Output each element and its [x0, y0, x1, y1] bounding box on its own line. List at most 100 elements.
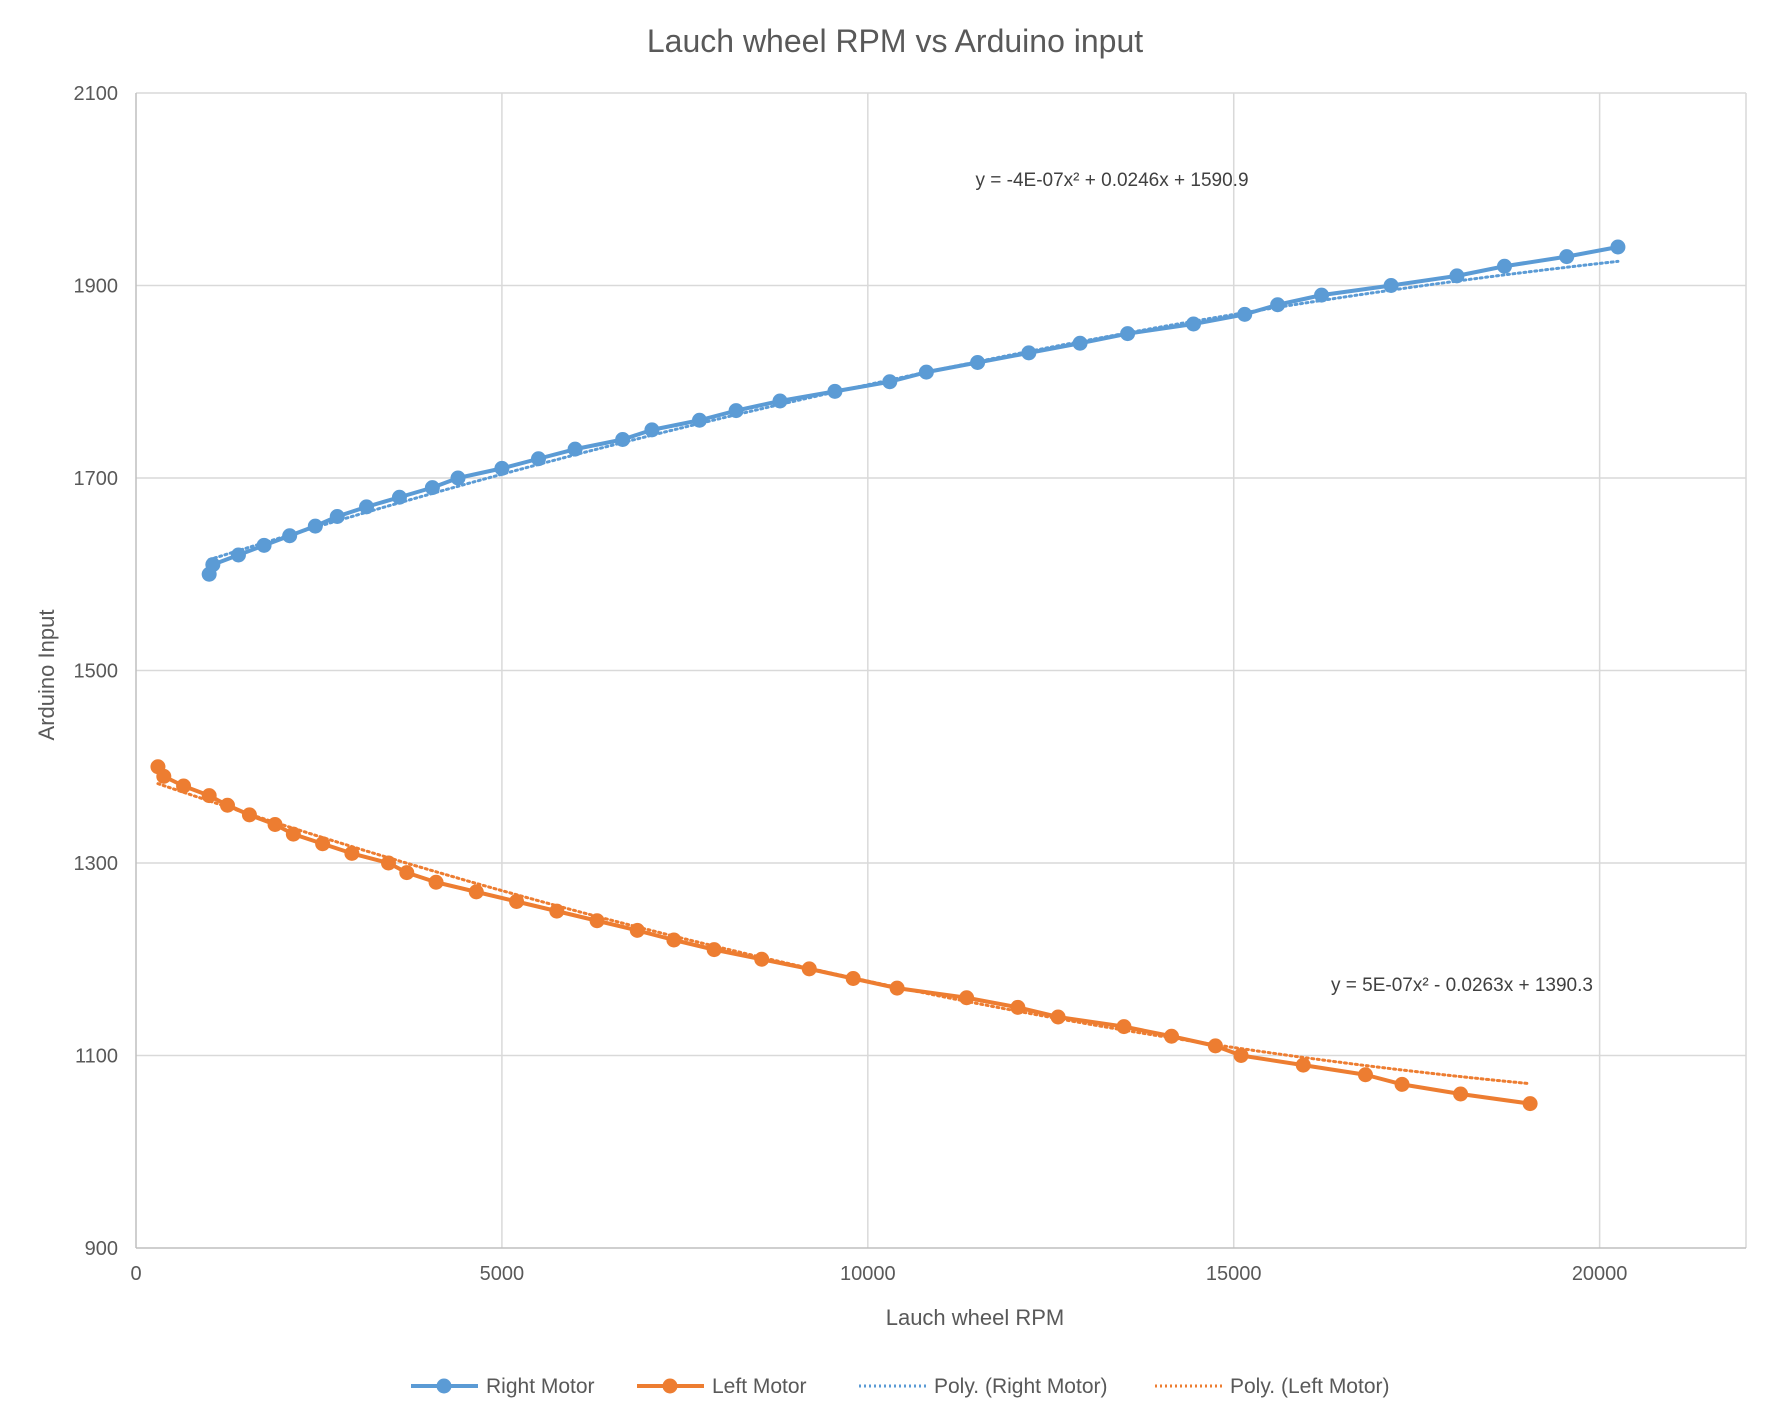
- data-point-right-motor[interactable]: [772, 393, 788, 409]
- data-point-right-motor[interactable]: [1559, 249, 1575, 265]
- data-point-left-motor[interactable]: [315, 836, 331, 852]
- data-point-left-motor[interactable]: [399, 865, 415, 881]
- legend-item-poly-left-motor[interactable]: Poly. (Left Motor): [1155, 1375, 1390, 1398]
- data-point-left-motor[interactable]: [285, 826, 301, 842]
- data-point-left-motor[interactable]: [1207, 1038, 1223, 1054]
- legend-item-right-motor[interactable]: Right Motor: [411, 1375, 595, 1398]
- data-point-right-motor[interactable]: [1021, 345, 1037, 361]
- data-point-right-motor[interactable]: [1270, 297, 1286, 313]
- data-point-left-motor[interactable]: [629, 922, 645, 938]
- y-tick-label: 900: [85, 1238, 118, 1260]
- data-point-right-motor[interactable]: [391, 489, 407, 505]
- data-point-left-motor[interactable]: [156, 768, 172, 784]
- x-tick-label: 5000: [480, 1263, 525, 1285]
- data-point-right-motor[interactable]: [615, 432, 631, 447]
- legend-label-poly-left-motor: Poly. (Left Motor): [1230, 1375, 1390, 1398]
- data-point-right-motor[interactable]: [918, 364, 934, 380]
- data-point-right-motor[interactable]: [1072, 335, 1088, 351]
- x-tick-label: 0: [130, 1263, 141, 1285]
- data-point-right-motor[interactable]: [1497, 258, 1512, 274]
- data-point-right-motor[interactable]: [1185, 316, 1201, 332]
- legend-label-right-motor: Right Motor: [486, 1375, 595, 1398]
- data-point-left-motor[interactable]: [589, 913, 605, 929]
- chart-title: Lauch wheel RPM vs Arduino input: [647, 23, 1143, 59]
- data-point-left-motor[interactable]: [666, 932, 682, 948]
- y-tick-label: 1100: [75, 1046, 118, 1068]
- data-point-right-motor[interactable]: [1449, 268, 1465, 284]
- y-tick-label: 1300: [74, 853, 119, 875]
- data-point-right-motor[interactable]: [450, 470, 466, 486]
- data-point-right-motor[interactable]: [329, 509, 345, 524]
- y-tick-label: 2100: [74, 83, 119, 105]
- legend-label-poly-right-motor: Poly. (Right Motor): [934, 1375, 1108, 1398]
- data-point-left-motor[interactable]: [959, 990, 975, 1006]
- data-point-right-motor[interactable]: [1383, 278, 1399, 293]
- series: [150, 239, 1626, 1112]
- data-point-left-motor[interactable]: [176, 778, 192, 794]
- x-tick-labels: 0 5000 10000 15000 20000: [130, 1263, 1627, 1285]
- data-point-right-motor[interactable]: [424, 480, 440, 496]
- data-point-right-motor[interactable]: [205, 557, 221, 573]
- data-point-right-motor[interactable]: [307, 518, 323, 534]
- legend-marker-left-motor: [662, 1378, 678, 1394]
- data-point-right-motor[interactable]: [644, 422, 660, 438]
- data-point-right-motor[interactable]: [494, 460, 510, 476]
- data-point-left-motor[interactable]: [380, 855, 396, 871]
- series-right-motor: [201, 239, 1626, 582]
- data-point-right-motor[interactable]: [1314, 287, 1330, 303]
- data-point-right-motor[interactable]: [1610, 239, 1626, 255]
- data-point-right-motor[interactable]: [567, 441, 583, 457]
- data-point-right-motor[interactable]: [282, 528, 298, 544]
- data-point-left-motor[interactable]: [1164, 1028, 1180, 1044]
- data-point-left-motor[interactable]: [754, 951, 770, 967]
- data-point-left-motor[interactable]: [344, 845, 360, 861]
- data-point-left-motor[interactable]: [1116, 1019, 1132, 1035]
- data-point-left-motor[interactable]: [706, 942, 722, 958]
- data-point-right-motor[interactable]: [359, 499, 375, 515]
- data-point-left-motor[interactable]: [201, 788, 217, 804]
- x-tick-label: 10000: [840, 1263, 896, 1285]
- data-point-right-motor[interactable]: [1120, 326, 1136, 342]
- legend-item-left-motor[interactable]: Left Motor: [637, 1375, 807, 1398]
- trendline-equation-left-motor: y = 5E-07x² - 0.0263x + 1390.3: [1331, 975, 1593, 996]
- data-point-left-motor[interactable]: [549, 903, 565, 919]
- data-point-right-motor[interactable]: [827, 383, 843, 399]
- legend-label-left-motor: Left Motor: [712, 1375, 807, 1398]
- x-tick-label: 15000: [1206, 1263, 1262, 1285]
- data-point-left-motor[interactable]: [428, 874, 444, 890]
- y-axis-title: Arduino Input: [34, 610, 59, 741]
- data-point-right-motor[interactable]: [728, 403, 744, 419]
- legend: Right Motor Left Motor Poly. (Right Moto…: [411, 1375, 1390, 1398]
- data-point-left-motor[interactable]: [267, 817, 283, 832]
- data-point-left-motor[interactable]: [1233, 1048, 1249, 1063]
- data-point-left-motor[interactable]: [1522, 1096, 1538, 1112]
- trendline-equation-right-motor: y = -4E-07x² + 0.0246x + 1590.9: [975, 170, 1248, 191]
- y-tick-label: 1500: [74, 661, 119, 683]
- y-tick-label: 1900: [74, 276, 119, 298]
- data-point-right-motor[interactable]: [531, 451, 546, 467]
- data-point-right-motor[interactable]: [692, 412, 707, 428]
- data-point-left-motor[interactable]: [889, 980, 905, 996]
- data-point-left-motor[interactable]: [468, 884, 484, 900]
- x-tick-label: 20000: [1572, 1263, 1628, 1285]
- data-point-right-motor[interactable]: [230, 547, 246, 563]
- data-point-left-motor[interactable]: [241, 807, 257, 823]
- data-point-right-motor[interactable]: [882, 374, 898, 390]
- y-tick-labels: 900 1100 1300 1500 1700 1900 2100: [74, 83, 119, 1260]
- legend-item-poly-right-motor[interactable]: Poly. (Right Motor): [859, 1375, 1108, 1398]
- data-point-left-motor[interactable]: [1453, 1086, 1469, 1102]
- data-point-left-motor[interactable]: [219, 797, 235, 813]
- data-point-left-motor[interactable]: [801, 961, 817, 977]
- data-point-left-motor[interactable]: [1050, 1009, 1066, 1025]
- data-point-right-motor[interactable]: [1237, 306, 1253, 322]
- data-point-left-motor[interactable]: [845, 971, 861, 986]
- data-point-right-motor[interactable]: [256, 537, 272, 553]
- data-point-left-motor[interactable]: [509, 894, 525, 909]
- data-point-left-motor[interactable]: [1394, 1076, 1410, 1092]
- data-point-left-motor[interactable]: [1357, 1067, 1373, 1083]
- data-point-left-motor[interactable]: [1295, 1057, 1311, 1073]
- data-point-left-motor[interactable]: [1010, 999, 1026, 1015]
- axes: [135, 93, 1746, 1249]
- data-point-right-motor[interactable]: [970, 355, 986, 370]
